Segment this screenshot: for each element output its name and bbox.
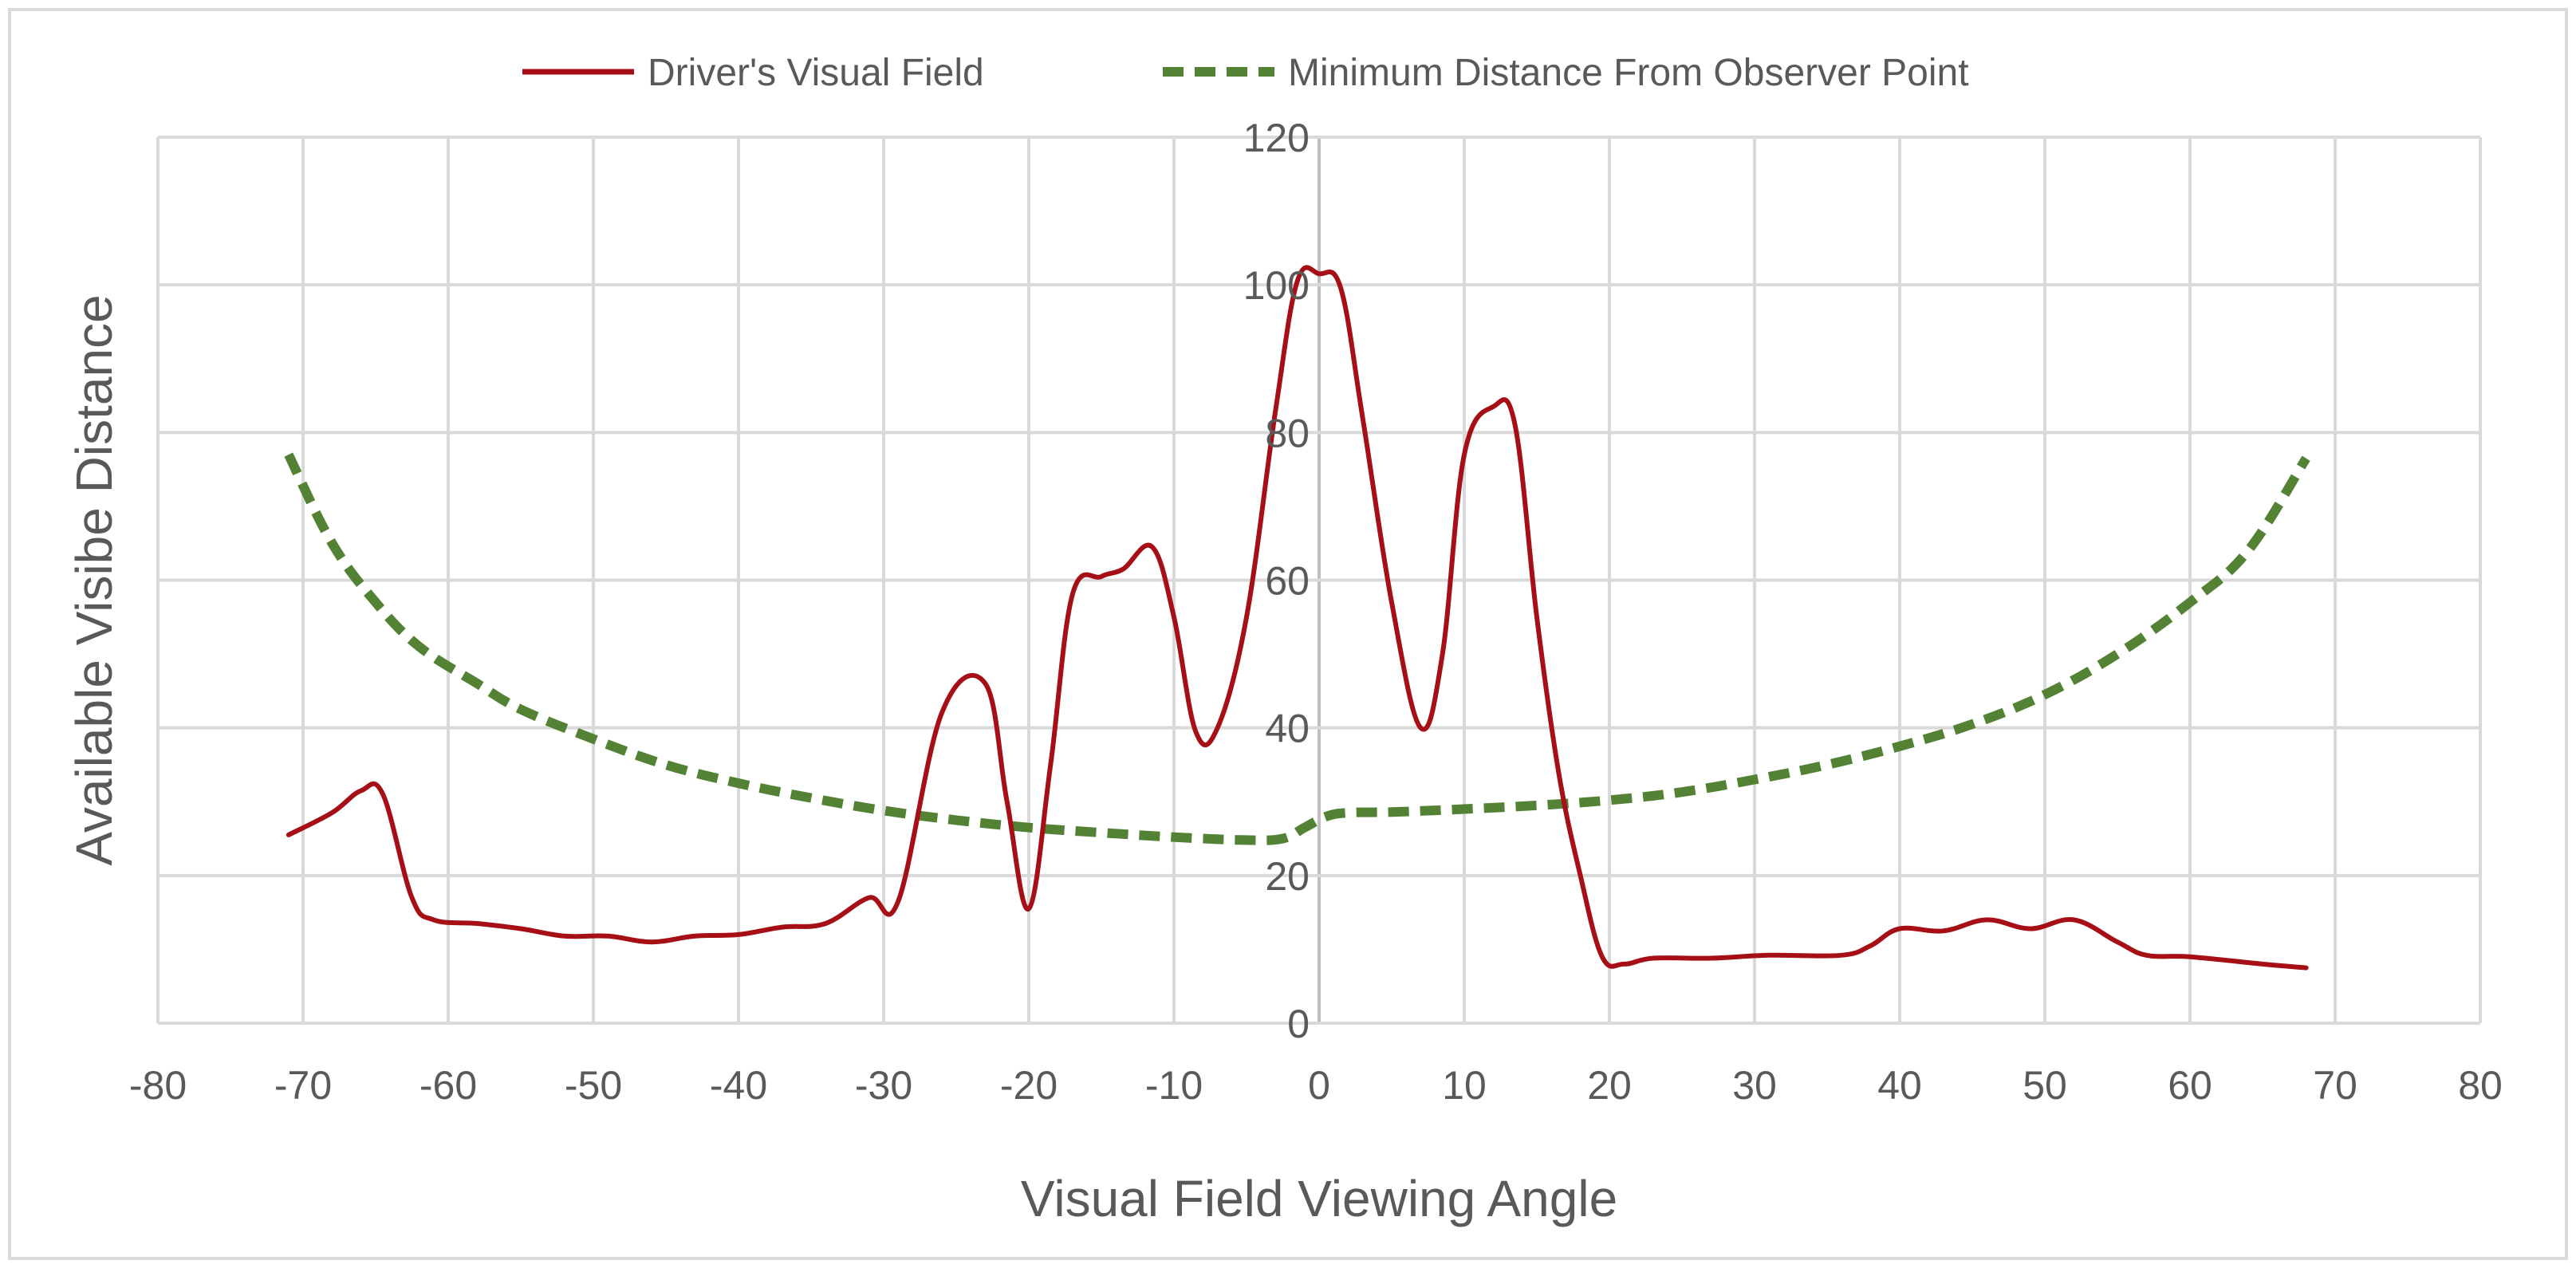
- gridlines: [156, 136, 2482, 1025]
- x-tick-label: 50: [2023, 1063, 2067, 1108]
- x-tick-label: -80: [129, 1063, 187, 1108]
- series-line-drivers-visual-field: [286, 265, 2309, 971]
- x-tick-label: -10: [1145, 1063, 1203, 1108]
- x-tick-label: 40: [1877, 1063, 1922, 1108]
- y-tick-label: 40: [1265, 707, 1310, 751]
- x-tick-label: 20: [1587, 1063, 1632, 1108]
- x-tick-label: -50: [565, 1063, 622, 1108]
- x-tick-label: -20: [1000, 1063, 1058, 1108]
- legend-label-drivers-visual-field: Driver's Visual Field: [648, 52, 984, 94]
- x-tick-label: -40: [710, 1063, 767, 1108]
- x-tick-label: -60: [419, 1063, 477, 1108]
- y-tick-label: 80: [1265, 411, 1310, 455]
- x-tick-label: 60: [2168, 1063, 2212, 1108]
- x-tick-labels: -80 -70 -60 -50 -40 -30 -20 -10 0 10 20 30 40 50 60 70 8…: [129, 1063, 2503, 1108]
- y-axis-title: Available Visibe Distance: [65, 294, 123, 865]
- x-tick-label: 30: [1732, 1063, 1777, 1108]
- y-tick-labels: 0 20 40 60 80 100 120: [1243, 116, 1310, 1046]
- legend-label-minimum-distance: Minimum Distance From Observer Point: [1288, 52, 1969, 94]
- x-tick-label: -30: [855, 1063, 912, 1108]
- x-tick-label: 80: [2458, 1063, 2503, 1108]
- y-tick-label: 100: [1243, 263, 1310, 308]
- legend: Driver's Visual Field Minimum Distance F…: [522, 52, 1969, 94]
- x-axis-title: Visual Field Viewing Angle: [1021, 1170, 1617, 1227]
- y-tick-label: 60: [1265, 559, 1310, 604]
- y-tick-label: 0: [1287, 1002, 1310, 1046]
- series-lines: [284, 265, 2310, 971]
- series-line-minimum-distance: [284, 452, 2310, 845]
- y-tick-label: 20: [1265, 854, 1310, 899]
- x-tick-label: 70: [2313, 1063, 2357, 1108]
- x-tick-label: 10: [1442, 1063, 1487, 1108]
- x-tick-label: 0: [1308, 1063, 1330, 1108]
- x-tick-label: -70: [274, 1063, 332, 1108]
- y-tick-label: 120: [1243, 116, 1310, 160]
